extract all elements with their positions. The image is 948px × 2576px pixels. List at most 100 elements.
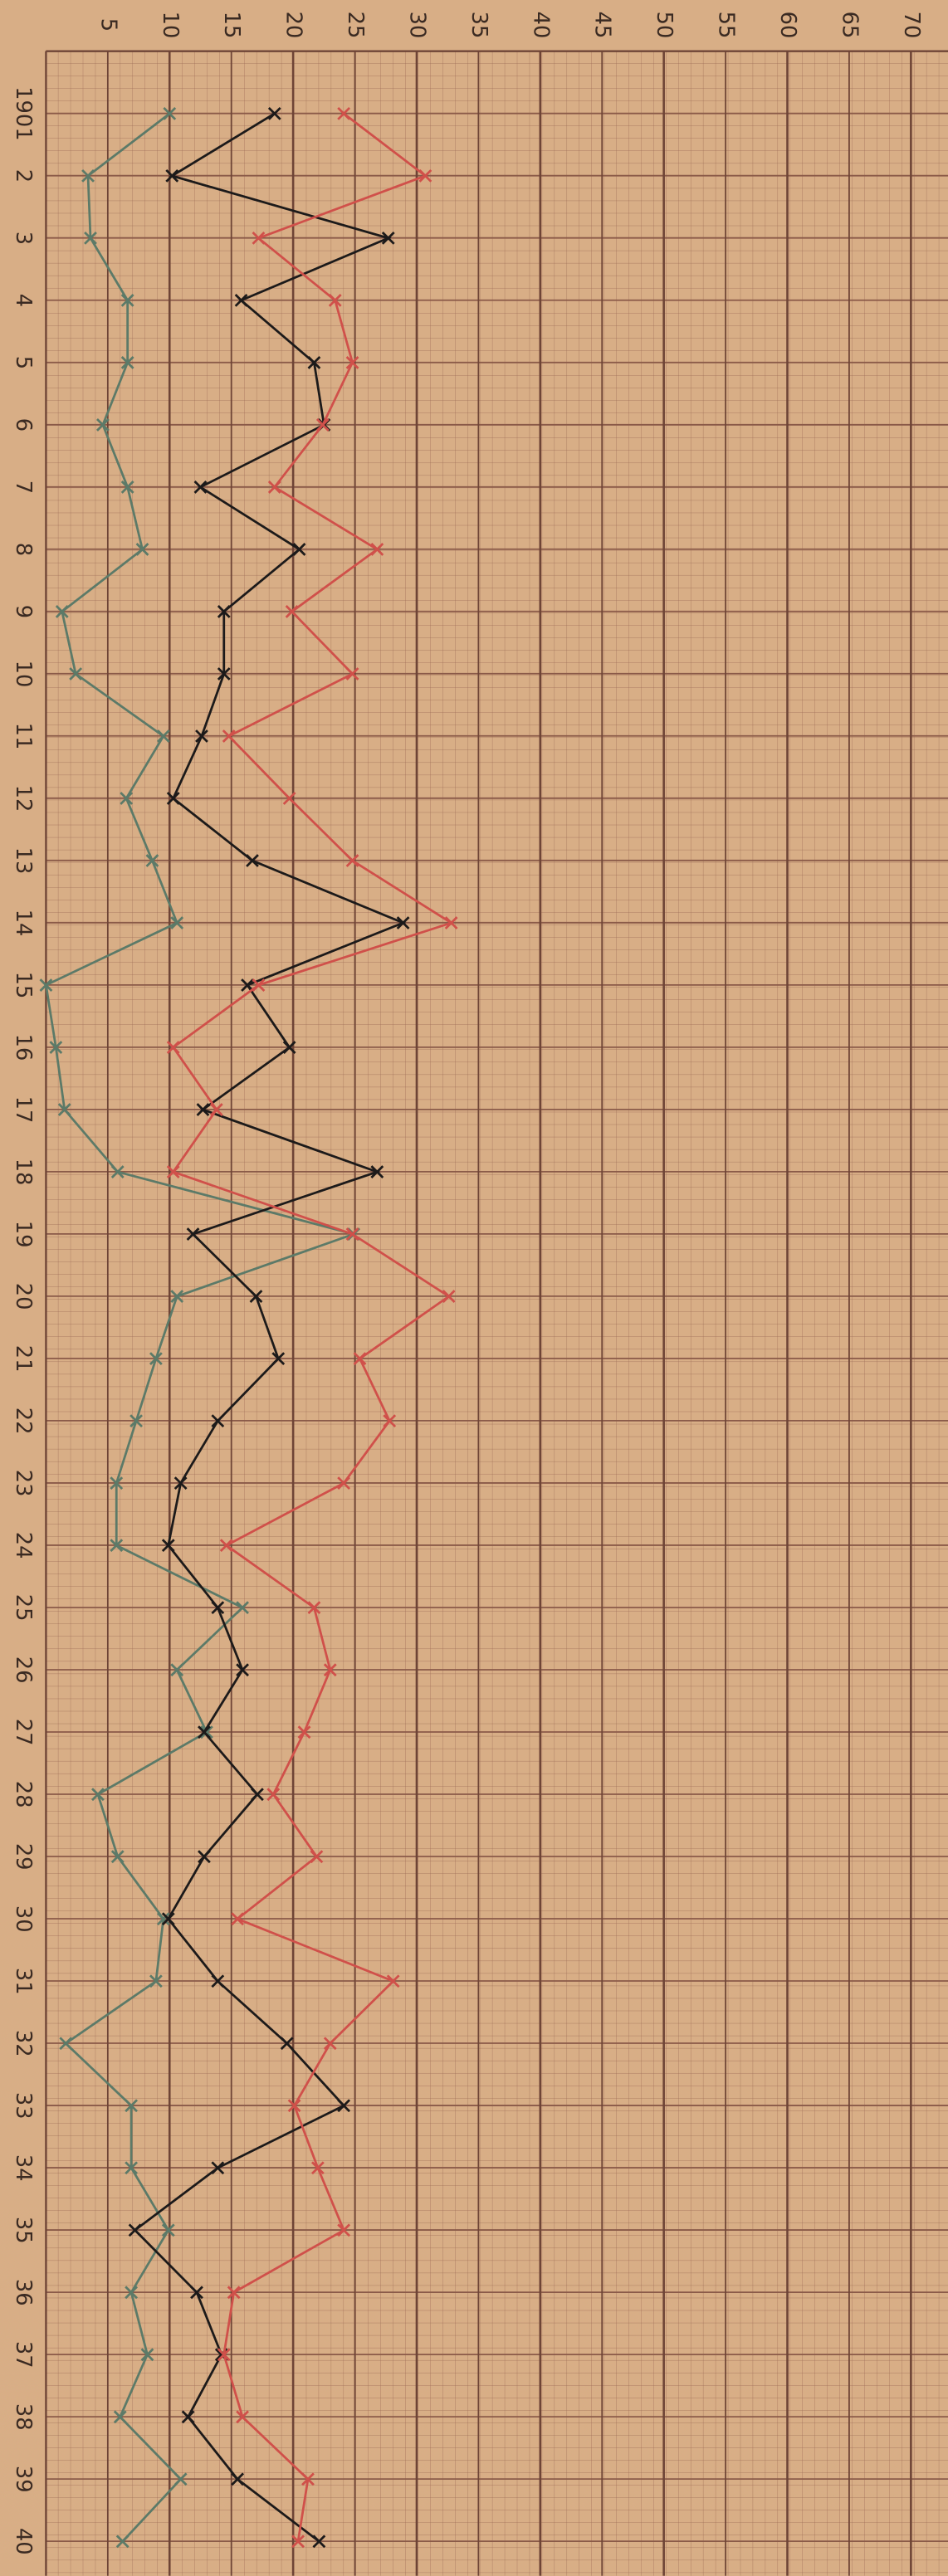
category-label: 23: [11, 1470, 36, 1497]
category-label: 40: [11, 2528, 36, 2555]
point-marker: [120, 356, 134, 369]
point-marker: [161, 1912, 175, 1926]
point-marker: [166, 792, 180, 805]
point-marker: [370, 1165, 384, 1178]
series-line: [171, 112, 454, 2542]
point-marker: [337, 2223, 351, 2237]
point-marker: [396, 916, 410, 929]
point-marker: [181, 2410, 195, 2424]
category-label: 11: [11, 723, 36, 750]
category-label: 39: [11, 2466, 36, 2493]
point-marker: [173, 1476, 188, 1490]
row-lines: [46, 50, 948, 2543]
point-marker: [120, 293, 134, 307]
point-marker: [301, 2472, 315, 2486]
category-label: 17: [11, 1096, 36, 1124]
x-tick-label: 50: [652, 12, 677, 39]
point-marker: [234, 293, 248, 307]
point-marker: [282, 792, 296, 805]
x-tick-label: 65: [837, 12, 862, 39]
x-tick-label: 55: [714, 12, 739, 39]
point-marker: [156, 1912, 170, 1926]
point-marker: [307, 356, 321, 369]
x-tick-label: 60: [775, 12, 800, 39]
point-marker: [291, 2535, 305, 2549]
category-label: 35: [11, 2217, 36, 2244]
category-label: 15: [11, 972, 36, 999]
point-marker: [312, 2535, 326, 2549]
point-marker: [241, 978, 254, 992]
x-tick-label: 30: [404, 12, 429, 39]
point-marker: [193, 481, 208, 494]
point-marker: [386, 1974, 400, 1988]
category-label: 5: [11, 356, 36, 369]
point-marker: [297, 1725, 311, 1739]
point-marker: [236, 2410, 249, 2424]
point-marker: [222, 729, 236, 743]
point-marker: [287, 2099, 301, 2113]
category-label: 25: [11, 1594, 36, 1622]
category-label: 4: [11, 294, 36, 307]
category-label: 36: [11, 2279, 36, 2306]
point-marker: [267, 106, 281, 120]
point-marker: [315, 418, 330, 432]
category-label: 32: [11, 2030, 36, 2057]
category-label: 9: [11, 605, 36, 618]
point-marker: [328, 293, 342, 307]
point-marker: [128, 2223, 142, 2237]
point-marker: [444, 916, 458, 929]
point-marker: [267, 481, 281, 494]
point-marker: [113, 2410, 127, 2424]
point-marker: [236, 1601, 249, 1615]
x-tick-label: 20: [281, 12, 306, 39]
category-label: 1901: [11, 86, 36, 140]
point-marker: [115, 2535, 129, 2549]
point-marker: [69, 667, 83, 681]
point-marker: [252, 978, 266, 992]
category-label: 7: [11, 481, 36, 494]
point-marker: [345, 1227, 359, 1241]
x-tick-label: 25: [343, 12, 368, 39]
x-tick-label: 35: [467, 12, 491, 39]
point-marker: [129, 1414, 143, 1428]
category-label: 3: [11, 232, 36, 245]
graph-paper: [46, 51, 948, 2576]
point-marker: [370, 543, 384, 556]
category-label: 13: [11, 847, 36, 875]
point-marker: [39, 978, 53, 992]
category-label: 22: [11, 1408, 36, 1435]
point-marker: [198, 1850, 211, 1864]
point-marker: [285, 605, 299, 618]
point-marker: [307, 1601, 321, 1615]
point-marker: [95, 418, 110, 432]
point-marker: [140, 2348, 154, 2362]
point-marker: [166, 1041, 180, 1054]
category-label: 14: [11, 910, 36, 937]
x-tick-label: 70: [899, 12, 924, 39]
point-marker: [337, 2099, 351, 2113]
point-marker: [219, 1539, 233, 1553]
point-marker: [418, 168, 432, 183]
category-label: 34: [11, 2154, 36, 2182]
category-label: 31: [11, 1968, 36, 1995]
point-marker: [161, 2223, 175, 2237]
point-marker: [249, 1290, 263, 1304]
point-marker: [110, 1165, 125, 1178]
point-marker: [323, 1663, 337, 1677]
point-marker: [383, 1414, 397, 1428]
point-marker: [120, 792, 134, 805]
point-marker: [195, 729, 208, 743]
point-marker: [186, 1227, 200, 1241]
point-marker: [246, 854, 259, 867]
category-label: 6: [11, 418, 36, 432]
category-label: 10: [11, 661, 36, 688]
point-marker: [345, 356, 359, 369]
point-marker: [211, 2161, 225, 2175]
series-line: [133, 112, 407, 2543]
category-label: 12: [11, 785, 36, 812]
point-marker: [323, 2037, 337, 2051]
point-marker: [236, 1663, 249, 1677]
point-marker: [156, 729, 170, 743]
point-marker: [149, 1974, 163, 1988]
